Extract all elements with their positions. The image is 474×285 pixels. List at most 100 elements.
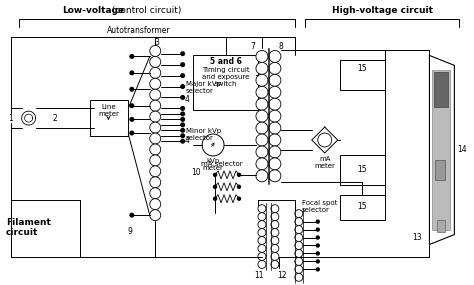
Circle shape <box>130 87 134 91</box>
Circle shape <box>181 63 184 66</box>
Circle shape <box>181 112 184 116</box>
Circle shape <box>269 170 281 182</box>
Bar <box>193 55 258 110</box>
Circle shape <box>150 78 161 89</box>
Circle shape <box>269 86 281 98</box>
Circle shape <box>150 144 161 155</box>
Circle shape <box>271 229 279 237</box>
Circle shape <box>269 146 281 158</box>
Circle shape <box>258 253 266 260</box>
Text: Line
meter: Line meter <box>98 104 119 117</box>
Circle shape <box>316 228 319 231</box>
Circle shape <box>150 166 161 177</box>
Text: Major kVp
selector: Major kVp selector <box>186 81 220 94</box>
Circle shape <box>269 98 281 110</box>
Bar <box>340 155 384 185</box>
Circle shape <box>130 55 134 58</box>
Circle shape <box>316 220 319 223</box>
Circle shape <box>316 244 319 247</box>
Circle shape <box>258 205 266 213</box>
Circle shape <box>256 170 268 182</box>
Circle shape <box>256 158 268 170</box>
Polygon shape <box>429 55 455 245</box>
Circle shape <box>237 185 240 188</box>
Text: 12: 12 <box>277 271 286 280</box>
Circle shape <box>150 133 161 144</box>
Circle shape <box>202 134 224 156</box>
Circle shape <box>130 104 134 107</box>
Circle shape <box>256 74 268 86</box>
Text: 10: 10 <box>191 168 201 177</box>
Circle shape <box>271 253 279 260</box>
Bar <box>91 100 128 136</box>
Circle shape <box>271 237 279 245</box>
Circle shape <box>130 131 134 135</box>
Text: 8: 8 <box>279 42 283 52</box>
Text: Low-voltage: Low-voltage <box>63 6 125 15</box>
Circle shape <box>269 158 281 170</box>
Text: Timing circuit
and exposure
switch: Timing circuit and exposure switch <box>202 67 249 87</box>
Bar <box>432 70 450 230</box>
Text: 4: 4 <box>185 95 190 104</box>
Circle shape <box>150 155 161 166</box>
Circle shape <box>150 210 161 221</box>
Circle shape <box>256 62 268 74</box>
Bar <box>340 195 384 220</box>
Circle shape <box>258 221 266 229</box>
Circle shape <box>269 50 281 62</box>
Circle shape <box>295 241 303 249</box>
Circle shape <box>237 173 240 176</box>
Circle shape <box>214 197 217 200</box>
Circle shape <box>150 67 161 78</box>
Circle shape <box>269 62 281 74</box>
Bar <box>434 72 448 107</box>
Circle shape <box>295 218 303 226</box>
Circle shape <box>269 74 281 86</box>
Circle shape <box>258 213 266 221</box>
Circle shape <box>181 96 184 99</box>
Circle shape <box>181 139 184 143</box>
Text: Autotransformer: Autotransformer <box>107 26 170 34</box>
Circle shape <box>258 245 266 253</box>
Text: (control circuit): (control circuit) <box>109 6 182 15</box>
Circle shape <box>258 237 266 245</box>
Text: mA selector: mA selector <box>201 161 243 167</box>
Circle shape <box>150 111 161 122</box>
Circle shape <box>256 98 268 110</box>
Circle shape <box>214 185 217 188</box>
Circle shape <box>150 188 161 199</box>
Circle shape <box>181 129 184 132</box>
Text: 15: 15 <box>357 165 366 174</box>
Circle shape <box>271 260 279 268</box>
Text: 5 and 6: 5 and 6 <box>210 57 241 66</box>
Circle shape <box>271 213 279 221</box>
Text: 11: 11 <box>254 271 264 280</box>
Circle shape <box>150 56 161 67</box>
Circle shape <box>256 50 268 62</box>
Text: 13: 13 <box>413 233 422 242</box>
Text: mA
meter: mA meter <box>314 156 335 169</box>
Text: 9: 9 <box>128 227 132 236</box>
Text: 4: 4 <box>185 136 190 145</box>
Circle shape <box>150 199 161 210</box>
Circle shape <box>181 85 184 88</box>
Text: 15: 15 <box>357 64 366 73</box>
Circle shape <box>181 118 184 121</box>
Circle shape <box>256 134 268 146</box>
Circle shape <box>150 177 161 188</box>
Circle shape <box>150 122 161 133</box>
Circle shape <box>150 100 161 111</box>
Circle shape <box>295 233 303 241</box>
Circle shape <box>295 257 303 265</box>
Circle shape <box>150 89 161 100</box>
Circle shape <box>316 236 319 239</box>
Circle shape <box>318 133 332 147</box>
Circle shape <box>130 213 134 217</box>
Circle shape <box>181 74 184 77</box>
Circle shape <box>181 52 184 56</box>
Bar <box>436 160 446 180</box>
Circle shape <box>295 226 303 233</box>
Circle shape <box>130 71 134 75</box>
Text: 2: 2 <box>52 114 57 123</box>
Circle shape <box>150 46 161 56</box>
